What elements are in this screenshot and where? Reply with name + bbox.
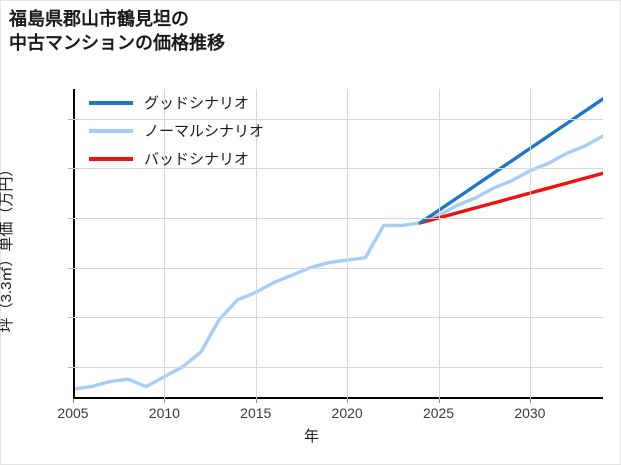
series-line: [418, 171, 603, 225]
chart-legend: グッドシナリオ ノーマルシナリオ バッドシナリオ: [89, 93, 264, 168]
legend-item[interactable]: ノーマルシナリオ: [89, 121, 264, 140]
legend-item[interactable]: バッドシナリオ: [89, 149, 264, 168]
x-tick-label: 2025: [422, 405, 455, 421]
y-axis-spine: [73, 89, 75, 399]
x-tick-mark: [164, 399, 166, 403]
x-tick-mark: [255, 399, 257, 403]
legend-color-swatch: [89, 156, 133, 161]
x-axis-spine: [73, 397, 603, 399]
series-line: [73, 134, 603, 391]
x-tick-label: 2030: [514, 405, 546, 421]
legend-label: バッドシナリオ: [144, 151, 250, 168]
x-tick-mark: [438, 399, 440, 403]
x-gridline: [164, 89, 166, 399]
y-gridline: [73, 118, 603, 120]
x-tick-label: 2010: [148, 405, 180, 421]
y-axis-title: 坪（3.3㎡）単価（万円）: [0, 161, 15, 333]
legend-color-swatch: [89, 100, 133, 105]
y-tick-mark: [68, 217, 73, 219]
y-gridline: [73, 366, 603, 368]
legend-label: グッドシナリオ: [144, 95, 250, 112]
legend-item[interactable]: グッドシナリオ: [89, 93, 264, 112]
chart-title-line-1: 福島県郡山市鶴見坦の: [9, 9, 189, 29]
x-gridline: [438, 89, 440, 399]
y-gridline: [73, 317, 603, 319]
x-tick-mark: [347, 399, 349, 403]
x-axis-title: 年: [303, 428, 319, 445]
x-tick-label: 2015: [240, 405, 272, 421]
x-tick-mark: [529, 399, 531, 403]
x-tick-mark: [73, 399, 74, 403]
series-line: [418, 97, 603, 225]
y-tick-mark: [68, 317, 73, 319]
x-tick-label: 2005: [57, 405, 89, 421]
chart-title: 福島県郡山市鶴見坦の 中古マンションの価格推移: [9, 7, 225, 56]
y-gridline: [73, 168, 603, 170]
x-gridline: [347, 89, 349, 399]
y-tick-mark: [68, 118, 73, 120]
y-gridline: [73, 267, 603, 269]
plot-area: [73, 89, 603, 399]
y-tick-mark: [68, 267, 73, 269]
x-tick-label: 2020: [331, 405, 363, 421]
y-tick-mark: [68, 168, 73, 170]
legend-label: ノーマルシナリオ: [144, 123, 265, 140]
legend-color-swatch: [89, 128, 133, 133]
chart-title-line-2: 中古マンションの価格推移: [9, 33, 225, 54]
y-gridline: [73, 217, 603, 219]
y-tick-mark: [68, 366, 73, 368]
x-gridline: [529, 89, 531, 399]
x-gridline: [255, 89, 257, 399]
